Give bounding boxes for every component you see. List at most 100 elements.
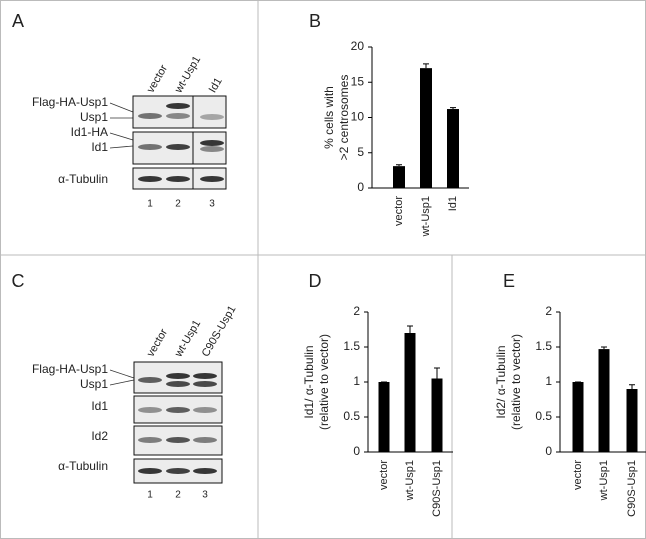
- lane-number: 1: [147, 199, 153, 210]
- error-bar: [396, 164, 402, 167]
- pointer: [109, 132, 134, 141]
- blot-band: [193, 407, 217, 413]
- blot-band: [193, 437, 217, 443]
- blot-band: [200, 146, 224, 152]
- y-tick-label: 0: [545, 444, 552, 458]
- row-label: Id1: [91, 399, 108, 413]
- y-tick-label: 0: [353, 444, 360, 458]
- lane-label: wt-Usp1: [172, 54, 203, 96]
- y-axis-label: Id1/ α-Tubulin: [302, 345, 316, 418]
- blot-band: [166, 437, 190, 443]
- row-label: Id1-HA: [71, 125, 108, 139]
- x-tick-label: C90S-Usp1: [431, 460, 443, 517]
- x-tick-label: Id1: [447, 196, 459, 211]
- x-tick-label: vector: [378, 460, 390, 490]
- error-bar: [407, 325, 413, 333]
- y-tick-label: 10: [351, 110, 365, 124]
- bar: [393, 166, 405, 188]
- blot-band: [166, 468, 190, 474]
- y-tick-label: 1: [353, 374, 360, 388]
- lane-number: 3: [209, 199, 215, 210]
- y-tick-label: 1.5: [535, 339, 552, 353]
- row-label: α-Tubulin: [58, 172, 108, 186]
- lane-label: wt-Usp1: [172, 318, 203, 360]
- blot-band: [200, 114, 224, 120]
- x-tick-label: wt-Usp1: [420, 196, 432, 237]
- blot-band: [138, 437, 162, 443]
- lane-label: C90S-Usp1: [200, 304, 239, 359]
- y-tick-label: 0.5: [535, 409, 552, 423]
- row-label: Id2: [91, 429, 108, 443]
- lane-label: vector: [145, 63, 171, 95]
- bar: [598, 349, 610, 452]
- blot-band: [138, 407, 162, 413]
- y-axis-label: (relative to vector): [317, 334, 331, 430]
- y-axis-label: >2 centrosomes: [337, 75, 351, 161]
- error-bar: [450, 107, 456, 110]
- y-tick-label: 20: [351, 39, 365, 53]
- blot-band: [166, 113, 190, 119]
- y-tick-label: 2: [545, 304, 552, 318]
- blot-band: [166, 381, 190, 387]
- lane-label: vector: [145, 327, 171, 359]
- panel-letter: B: [309, 11, 321, 31]
- lane-number: 3: [202, 490, 208, 501]
- pointer: [109, 145, 134, 149]
- blot-band: [193, 373, 217, 379]
- error-bar: [423, 63, 429, 69]
- pointer: [109, 369, 135, 379]
- pointer: [109, 379, 135, 386]
- blot-box: [132, 95, 227, 129]
- error-bar: [629, 384, 635, 389]
- x-tick-label: C90S-Usp1: [626, 460, 638, 517]
- blot-band: [166, 176, 190, 182]
- y-tick-label: 0: [357, 180, 364, 194]
- blot-band: [138, 377, 162, 383]
- y-tick-label: 15: [351, 74, 365, 88]
- x-tick-label: vector: [572, 460, 584, 490]
- x-tick-label: vector: [393, 196, 405, 226]
- bar: [572, 382, 584, 452]
- bar: [431, 378, 443, 452]
- row-label: Id1: [91, 140, 108, 154]
- lane-label: Id1: [207, 76, 225, 95]
- row-label: Usp1: [80, 110, 108, 124]
- x-tick-label: wt-Usp1: [598, 460, 610, 501]
- row-label: Flag-HA-Usp1: [32, 95, 108, 109]
- error-bar: [601, 346, 607, 350]
- blot-band: [166, 144, 190, 150]
- blot-band: [138, 144, 162, 150]
- blot-band: [138, 113, 162, 119]
- blot-band: [138, 468, 162, 474]
- y-axis-label: % cells with: [322, 86, 336, 149]
- y-tick-label: 0.5: [343, 409, 360, 423]
- y-tick-label: 1.5: [343, 339, 360, 353]
- pointer: [109, 102, 134, 113]
- x-tick-label: wt-Usp1: [404, 460, 416, 501]
- y-tick-label: 2: [353, 304, 360, 318]
- blot-band: [200, 140, 224, 146]
- row-label: α-Tubulin: [58, 459, 108, 473]
- panel-letter: E: [503, 271, 515, 291]
- blot-band: [193, 468, 217, 474]
- panel-letter: C: [12, 271, 25, 291]
- bar: [447, 109, 459, 188]
- y-axis-label: (relative to vector): [509, 334, 523, 430]
- panel-letter: D: [309, 271, 322, 291]
- lane-number: 2: [175, 490, 181, 501]
- blot-band: [166, 407, 190, 413]
- row-label: Usp1: [80, 377, 108, 391]
- bar: [626, 389, 638, 452]
- y-axis-label: Id2/ α-Tubulin: [494, 345, 508, 418]
- y-tick-label: 1: [545, 374, 552, 388]
- blot-band: [138, 176, 162, 182]
- row-label: Flag-HA-Usp1: [32, 362, 108, 376]
- blot-band: [166, 373, 190, 379]
- blot-band: [193, 381, 217, 387]
- bar: [378, 382, 390, 452]
- panel-letter: A: [12, 11, 24, 31]
- lane-number: 2: [175, 199, 181, 210]
- bar: [404, 333, 416, 452]
